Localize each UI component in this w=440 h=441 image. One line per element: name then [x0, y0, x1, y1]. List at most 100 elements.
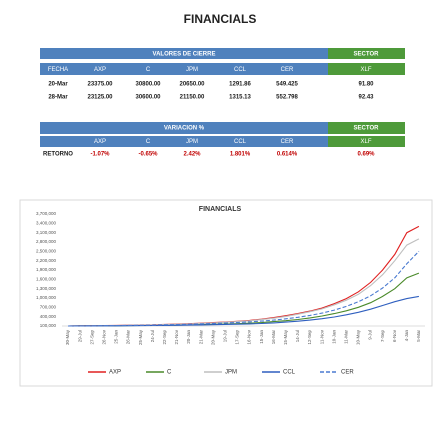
y-tick-label: 1,000,000: [36, 295, 57, 300]
y-tick-label: 1,300,000: [36, 286, 57, 291]
x-tick-label: 5-Mar: [416, 330, 421, 342]
column-header: C: [146, 67, 151, 73]
y-tick-label: 3,700,000: [36, 211, 57, 216]
legend-label: C: [167, 370, 172, 376]
table-cell: -0.65%: [138, 152, 158, 158]
x-tick-label: 20-Jan: [186, 330, 191, 344]
column-header-sector: [328, 63, 405, 75]
x-tick-label: 16-Mar: [271, 330, 276, 345]
table-cell: 20-Mar: [48, 82, 68, 88]
x-tick-label: 22-Sep: [162, 330, 167, 345]
table-cell: 30800.00: [135, 82, 161, 88]
x-tick-label: 26-Mar: [126, 330, 131, 345]
table-cell: 1315.13: [229, 95, 251, 101]
column-header-row: [40, 63, 328, 75]
chart-frame: [19, 199, 433, 387]
legend-label: CCL: [283, 370, 296, 376]
x-tick-label: 25-May: [138, 329, 143, 345]
sector-header: [328, 48, 405, 59]
table-cell: 1.801%: [230, 152, 251, 158]
x-tick-label: 21-Mar: [198, 330, 203, 345]
y-tick-label: 2,500,000: [36, 249, 57, 254]
legend-label: CER: [341, 370, 354, 376]
table-cell: 549.425: [276, 82, 298, 88]
x-tick-label: 26-Nov: [102, 329, 107, 344]
group-header: [40, 122, 328, 134]
x-tick-label: 27-Sep: [89, 330, 94, 345]
column-header: XLF: [360, 139, 371, 145]
column-header: C: [146, 139, 151, 145]
legend-label: JPM: [225, 370, 237, 376]
sector-label: SECTOR: [354, 126, 380, 132]
table-cell: 30600.00: [135, 95, 161, 101]
column-header: CCL: [234, 139, 247, 145]
column-header: FECHA: [48, 67, 68, 73]
table-cell: 0.69%: [357, 152, 375, 158]
chart-title: FINANCIALS: [199, 206, 242, 213]
x-tick-label: 10-May: [356, 329, 361, 345]
x-tick-label: 21-Nov: [174, 329, 179, 344]
x-tick-label: 29-Jul: [77, 330, 82, 342]
column-header-sector: [328, 136, 405, 147]
group-label: VARIACION %: [164, 126, 205, 132]
y-tick-label: 700,000: [40, 305, 57, 310]
column-header: AXP: [94, 67, 106, 73]
column-header: JPM: [186, 139, 198, 145]
table-cell: 0.614%: [277, 152, 298, 158]
table-cell: 92.43: [358, 95, 374, 101]
table-cell: 28-Mar: [48, 95, 68, 101]
group-label: VALORES DE CIERRE: [153, 52, 216, 58]
table-cell: RETORNO: [43, 152, 73, 158]
legend-label: AXP: [109, 370, 121, 376]
y-tick-label: 2,200,000: [36, 258, 57, 263]
x-tick-label: 4-Jan: [404, 330, 409, 342]
table-cell: 23125.00: [87, 95, 113, 101]
column-header: AXP: [94, 139, 106, 145]
table-cell: 21150.00: [180, 95, 205, 101]
series-line: [67, 295, 419, 327]
y-tick-label: 400,000: [40, 314, 57, 319]
table-cell: 20650.00: [179, 82, 205, 88]
x-tick-label: 10-Jan: [331, 330, 336, 344]
column-header: CCL: [234, 67, 247, 73]
column-header: XLF: [360, 67, 371, 73]
table-cell: 552.798: [276, 95, 298, 101]
column-header: JPM: [186, 67, 198, 73]
y-tick-label: 3,400,000: [36, 221, 57, 226]
x-tick-label: 16-Nov: [247, 329, 252, 344]
column-header: CER: [281, 139, 294, 145]
x-tick-label: 11-Mar: [344, 330, 349, 344]
x-tick-label: 25-Jan: [114, 330, 119, 344]
table-cell: -1.07%: [90, 152, 110, 158]
series-line: [67, 250, 420, 327]
table-cell: 2.42%: [183, 152, 201, 158]
x-tick-label: 20-May: [210, 329, 215, 345]
x-tick-label: 24-Jul: [150, 330, 155, 342]
y-tick-label: 1,900,000: [36, 267, 57, 272]
y-tick-label: 3,100,000: [36, 230, 57, 235]
x-tick-label: 11-Nov: [319, 329, 324, 344]
x-tick-label: 17-Sep: [235, 330, 240, 345]
column-header: CER: [281, 67, 294, 73]
table-cell: 23375.00: [87, 82, 113, 88]
x-tick-label: 19-Jul: [223, 330, 228, 342]
x-tick-label: 15-Jan: [259, 330, 264, 344]
y-tick-label: 100,000: [40, 323, 57, 328]
x-tick-label: 9-Jul: [368, 330, 373, 340]
group-header: [40, 48, 328, 59]
x-tick-label: 7-Sep: [380, 330, 385, 343]
table-cell: 1291.86: [229, 82, 251, 88]
y-tick-label: 1,600,000: [36, 277, 57, 282]
sector-header: [328, 122, 405, 134]
y-tick-label: 2,800,000: [36, 239, 57, 244]
sector-label: SECTOR: [354, 52, 380, 58]
page-title: FINANCIALS: [184, 12, 257, 26]
x-tick-label: 12-Sep: [307, 330, 312, 345]
x-tick-label: 15-May: [283, 329, 288, 345]
x-tick-label: 6-Nov: [392, 329, 397, 342]
table-cell: 91.80: [358, 82, 374, 88]
column-header-row: [40, 136, 328, 147]
x-tick-label: 14-Jul: [295, 330, 300, 342]
x-tick-label: 30-May: [65, 329, 70, 345]
